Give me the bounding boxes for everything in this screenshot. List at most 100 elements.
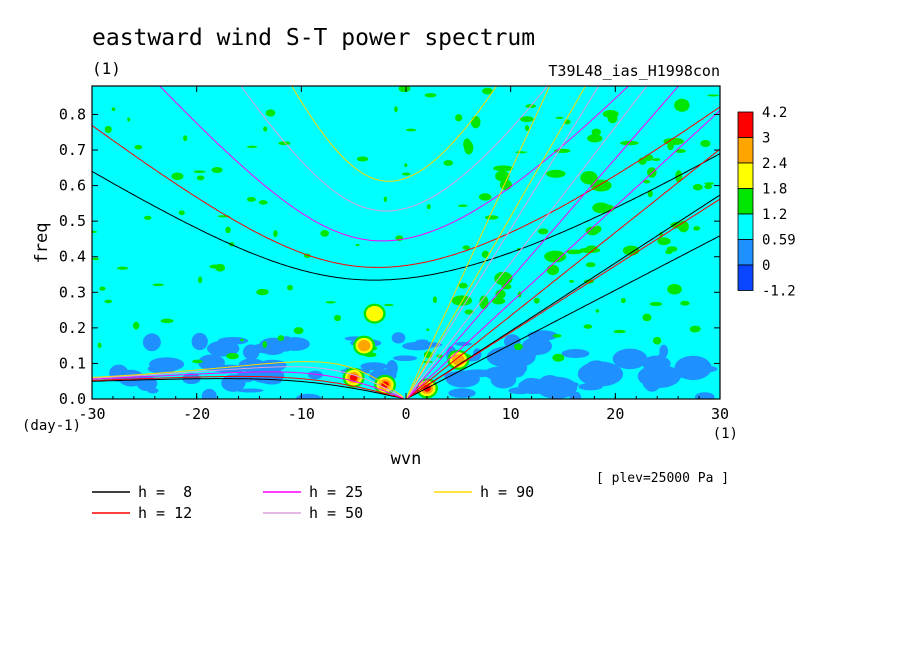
moderate-power-patch — [426, 328, 430, 332]
moderate-power-patch — [464, 140, 474, 155]
moderate-power-patch — [620, 297, 626, 304]
y-tick-label: 0.3 — [59, 283, 86, 301]
plot-area — [92, 86, 720, 399]
low-power-patch — [659, 344, 669, 358]
moderate-power-patch — [704, 182, 715, 186]
moderate-power-patch — [590, 179, 612, 192]
moderate-power-patch — [704, 184, 712, 190]
y-axis: 0.0 0.1 0.2 0.3 0.4 0.5 0.6 0.7 0.8 — [59, 105, 720, 408]
moderate-power-patch — [513, 343, 523, 351]
moderate-power-patch — [482, 87, 493, 95]
moderate-power-patch — [383, 304, 394, 307]
low-power-patch — [201, 388, 217, 399]
moderate-power-patch — [134, 144, 143, 150]
inertio-gravity-curve-h8 — [92, 153, 720, 281]
moderate-power-patch — [591, 128, 601, 136]
moderate-power-patch — [196, 175, 205, 181]
chart-subtitle: (1) — [92, 59, 121, 78]
moderate-power-patch — [116, 266, 129, 270]
moderate-power-patch — [458, 204, 468, 207]
mixed-rossby-gravity-curve-h50 — [405, 86, 648, 399]
x-tick-label: -10 — [288, 405, 315, 423]
low-power-patch — [652, 368, 685, 381]
moderate-power-patch — [404, 163, 408, 168]
kelvin-curve-h50 — [405, 86, 600, 399]
low-power-patch — [142, 333, 161, 352]
low-power-patch — [455, 341, 472, 346]
moderate-power-patch — [653, 336, 662, 345]
moderate-power-patch — [495, 289, 506, 299]
low-power-patch — [235, 371, 257, 383]
moderate-power-patch — [585, 226, 600, 236]
y-tick-label: 0.1 — [59, 354, 86, 372]
moderate-power-patch — [587, 134, 603, 143]
moderate-power-patch — [143, 215, 152, 220]
rossby-curve-h12 — [92, 375, 404, 399]
moderate-power-patch — [99, 286, 106, 291]
low-power-patch — [147, 387, 159, 394]
inertio-gravity-curve-h12 — [92, 106, 720, 268]
mixed-rossby-gravity-curve-h8 — [405, 235, 720, 399]
low-power-patch — [236, 388, 264, 393]
moderate-power-patch — [642, 313, 652, 322]
kelvin-curve-h12 — [405, 148, 720, 399]
moderate-power-patch — [104, 299, 113, 304]
moderate-power-patch — [585, 262, 596, 268]
moderate-power-patch — [178, 210, 185, 216]
legend-label: h = 12 — [138, 504, 192, 522]
low-power-patch — [391, 332, 406, 344]
low-power-patch — [561, 349, 590, 359]
moderate-power-patch — [398, 86, 411, 93]
x-tick-label: 20 — [606, 405, 624, 423]
y-tick-label: 0.2 — [59, 319, 86, 337]
y-tick-label: 0.6 — [59, 177, 86, 195]
moderate-power-patch — [493, 165, 513, 172]
low-power-patch — [642, 355, 671, 372]
moderate-power-patch — [546, 264, 559, 276]
moderate-power-patch — [537, 228, 549, 235]
colorbar-swatch — [737, 111, 754, 138]
moderate-power-patch — [700, 139, 711, 147]
low-power-patch — [148, 357, 185, 372]
moderate-power-patch — [592, 202, 610, 214]
moderate-power-patch — [240, 338, 244, 342]
y-tick-label: 0.8 — [59, 105, 86, 123]
moderate-power-patch — [692, 184, 703, 191]
colorbar-label: 0 — [762, 258, 770, 274]
y-tick-label: 0.4 — [59, 248, 86, 266]
moderate-power-patch — [569, 279, 574, 283]
moderate-power-patch — [183, 135, 188, 142]
moderate-power-patch — [649, 301, 663, 307]
moderate-power-patch — [491, 297, 506, 305]
x-tick-label: -30 — [78, 405, 105, 423]
moderate-power-patch — [494, 271, 513, 286]
moderate-power-patch — [198, 276, 203, 284]
moderate-power-patch — [583, 324, 593, 329]
colorbar-label: -1.2 — [762, 284, 796, 300]
moderate-power-patch — [104, 125, 112, 134]
low-power-patch — [296, 393, 322, 399]
moderate-power-patch — [293, 327, 304, 335]
moderate-power-patch — [152, 283, 165, 287]
colorbar-label: 1.8 — [762, 182, 787, 198]
moderate-power-patch — [333, 314, 341, 322]
low-power-patch — [360, 362, 388, 371]
low-power-patch — [577, 361, 624, 387]
moderate-power-patch — [495, 170, 510, 182]
colorbar-swatch — [737, 162, 754, 189]
low-power-patch — [527, 330, 558, 341]
low-power-patch — [242, 344, 260, 360]
moderate-power-patch — [394, 106, 398, 113]
moderate-power-patch — [401, 172, 411, 176]
moderate-power-patch — [602, 109, 619, 118]
moderate-power-patch — [622, 245, 640, 256]
inertio-gravity-curve-h50 — [240, 86, 548, 212]
low-power-patch — [191, 332, 208, 351]
moderate-power-patch — [325, 301, 336, 304]
moderate-power-patch — [484, 215, 499, 220]
moderate-power-patch — [287, 284, 293, 291]
inertio-gravity-curve-h90 — [291, 86, 498, 182]
moderate-power-patch — [443, 159, 454, 166]
moderate-power-patch — [524, 125, 530, 131]
